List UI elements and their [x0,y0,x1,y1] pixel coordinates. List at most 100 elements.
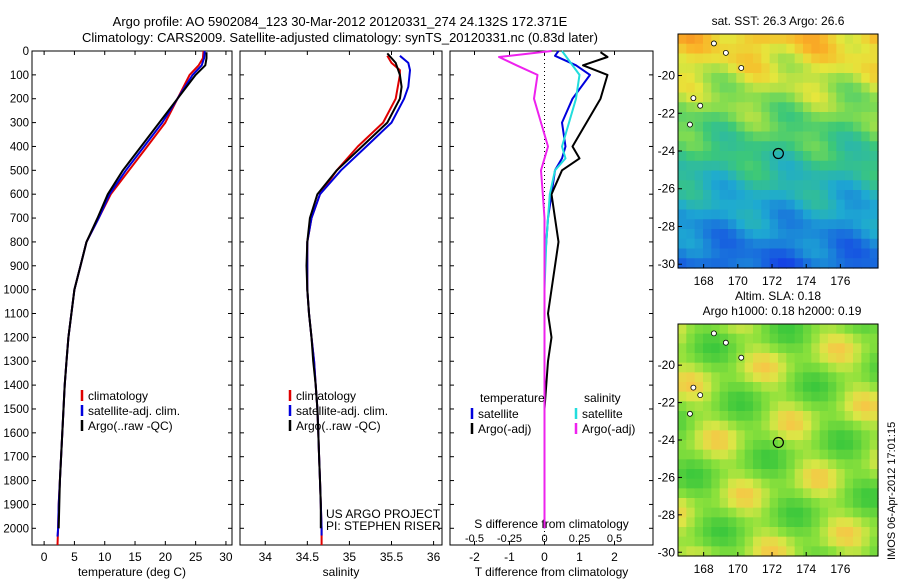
map-cell [761,131,771,142]
map-cell [694,63,704,74]
map-x-tick-label: 172 [762,562,782,576]
map-cell [819,507,829,518]
map-cell [694,401,704,412]
map-cell [711,131,721,142]
map-cell [744,372,754,383]
map-cell [736,131,746,142]
map-cell [794,53,804,64]
map-cell [844,420,854,431]
map-cell [861,170,871,181]
map-cell [786,199,796,211]
map-cell [819,362,829,373]
map-cell [719,151,729,162]
map-cell [844,440,854,451]
map-cell [778,102,787,113]
map-cell [786,536,796,547]
y-tick-label: 1100 [4,309,29,321]
map-cell [819,199,829,211]
map-cell [811,391,821,402]
map-cell [694,238,704,250]
plot-frame [31,50,233,546]
island-marker [690,95,697,102]
map-cell [686,420,696,431]
map-cell [794,73,804,84]
map-cell [778,209,787,220]
map-cell [703,449,712,460]
map-cell [769,527,779,538]
map-cell [778,536,787,547]
map-cell [694,546,704,557]
map-cell [761,372,771,383]
map-cell [844,180,854,191]
x2-tick-label: 0.25 [569,533,590,545]
map-cell [711,478,721,489]
map-cell [711,209,721,220]
map-cell [711,498,721,509]
map-cell [686,190,696,201]
y-tick-label: 200 [10,94,29,106]
map-cell [703,160,712,172]
map-cell [686,517,696,528]
map-cell [869,536,879,547]
map-cell [869,229,879,240]
map-cell [844,34,854,45]
map-cell [769,498,779,509]
series-line [543,51,609,529]
map-cell [811,517,821,528]
map-cell [844,229,854,240]
map-cell [753,82,762,94]
map-cell [819,151,829,162]
map-cell [803,498,812,509]
salinity-panel: 34 34.5 35 35.5 36 salinity climatologysatelli… [239,50,443,579]
map-cell [794,102,804,113]
map-cell [736,82,746,94]
map-cell [711,324,721,335]
map-cell [803,73,812,84]
map-cell [728,324,737,335]
map-cell [803,324,812,335]
map-cell [869,121,879,133]
map-cell [836,449,846,460]
map-cell [686,498,696,509]
map-cell [811,82,821,94]
x-tick-label: 20 [159,550,173,564]
map-x-tick-label: 174 [796,562,816,576]
map-cell [828,131,837,142]
map-cell [844,498,854,509]
map-cell [844,73,854,84]
map-cell [836,362,846,373]
map-cell [811,53,821,64]
map-cell [861,324,871,335]
map-cell [769,517,779,528]
map-cell [686,43,696,55]
map-cell [753,498,762,509]
map-cell [761,459,771,470]
map-cell [861,391,871,402]
map-cell [778,82,787,94]
map-cell [728,238,737,250]
map-cell [828,219,837,230]
argo-location-marker [772,147,784,160]
map-cell [836,440,846,451]
map-cell [711,469,721,480]
map-cell [861,229,871,240]
map-cell [694,353,704,364]
map-cell [836,324,846,335]
map-cell [753,469,762,480]
map-cell [686,258,696,269]
map-cell [861,121,871,133]
map-cell [861,459,871,470]
map-cell [728,160,737,172]
island-marker [687,121,693,128]
map-cell [703,391,712,402]
x2-tick-label: -0.25 [497,533,522,545]
map-cell [836,82,846,94]
map-cell [853,238,862,250]
y-tick-label: 2000 [3,523,29,535]
map-x-tick-label: 176 [830,562,850,576]
x-tick-label: 34 [259,550,273,564]
map-cell [803,63,812,74]
map-cell [778,170,787,181]
map-cell [703,430,712,441]
map-cell [744,517,754,528]
